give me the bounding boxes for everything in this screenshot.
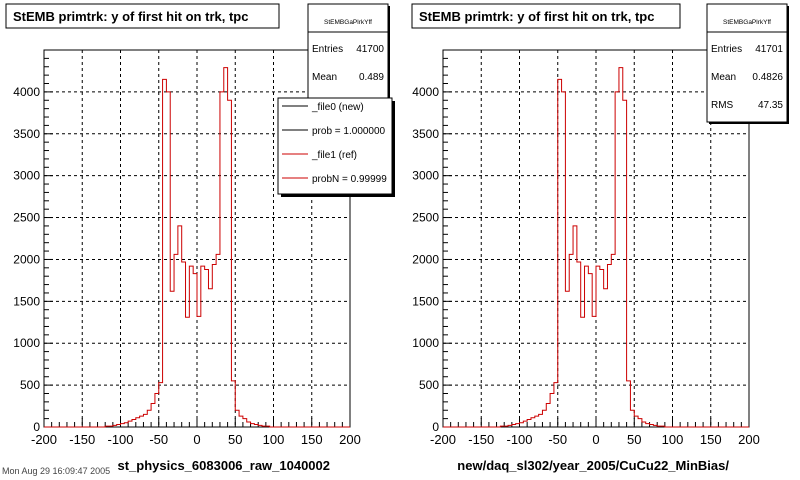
x-tick-label: -150 bbox=[468, 432, 494, 447]
stats-name: StEMBGaPlrkYff bbox=[723, 19, 771, 26]
x-tick-label: 150 bbox=[301, 432, 323, 447]
title-box bbox=[411, 3, 681, 29]
stats-row-label: Mean bbox=[711, 72, 736, 83]
stats-row-value: 47.35 bbox=[758, 100, 783, 111]
y-tick-label: 500 bbox=[419, 378, 439, 392]
stats-row-value: 41701 bbox=[755, 44, 783, 55]
x-tick-label: 0 bbox=[592, 432, 599, 447]
x-tick-label: 200 bbox=[738, 432, 760, 447]
x-tick-label: 50 bbox=[228, 432, 242, 447]
chart-panel-2: -200 -150 -100 -50 0 50 100 150 2000500100015002… bbox=[411, 3, 789, 473]
timestamp-footer: Mon Aug 29 16:09:47 2005 bbox=[2, 466, 111, 476]
x-tick-label: 50 bbox=[627, 432, 641, 447]
x-tick-label: -100 bbox=[506, 432, 532, 447]
y-tick-label: 1500 bbox=[13, 294, 40, 308]
x-axis-label: st_physics_6083006_raw_1040002 bbox=[117, 458, 330, 473]
x-tick-label: -50 bbox=[149, 432, 168, 447]
y-tick-label: 500 bbox=[20, 378, 40, 392]
stats-row-value: 0.489 bbox=[359, 72, 384, 83]
x-tick-label: -200 bbox=[31, 432, 57, 447]
y-tick-label: 4000 bbox=[412, 85, 439, 99]
legend-label: _file1 (ref) bbox=[311, 150, 357, 161]
x-tick-label: -100 bbox=[107, 432, 133, 447]
chart-panel-1: -200 -150 -100 -50 0 50 100 150 2000500100015002… bbox=[5, 3, 395, 473]
chart-title: StEMB primtrk: y of first hit on trk, tp… bbox=[13, 9, 248, 24]
y-tick-label: 2500 bbox=[13, 211, 40, 225]
legend-label: prob = 1.000000 bbox=[312, 126, 386, 137]
x-tick-label: 0 bbox=[193, 432, 200, 447]
y-tick-label: 1000 bbox=[13, 336, 40, 350]
histogram-series bbox=[44, 67, 350, 428]
y-tick-label: 2000 bbox=[412, 252, 439, 266]
y-tick-label: 2500 bbox=[412, 211, 439, 225]
legend-label: probN = 0.99999 bbox=[312, 174, 387, 185]
stats-row-value: 41700 bbox=[356, 44, 384, 55]
stats-box bbox=[706, 3, 788, 123]
x-tick-label: -50 bbox=[548, 432, 567, 447]
y-tick-label: 4000 bbox=[13, 85, 40, 99]
y-tick-label: 1500 bbox=[412, 294, 439, 308]
chart-title: StEMB primtrk: y of first hit on trk, tp… bbox=[419, 9, 654, 24]
y-tick-label: 3000 bbox=[13, 169, 40, 183]
x-tick-label: 100 bbox=[263, 432, 285, 447]
y-tick-label: 3000 bbox=[412, 169, 439, 183]
stats-row-label: Entries bbox=[312, 44, 343, 55]
stats-row-value: 0.4826 bbox=[752, 72, 783, 83]
y-tick-label: 0 bbox=[33, 420, 40, 434]
stats-row-label: Entries bbox=[711, 44, 742, 55]
title-box bbox=[5, 3, 280, 29]
x-tick-label: 150 bbox=[700, 432, 722, 447]
x-axis-label: new/daq_sl302/year_2005/CuCu22_MinBias/ bbox=[457, 458, 729, 473]
y-tick-label: 3500 bbox=[13, 127, 40, 141]
histogram-series bbox=[443, 67, 749, 428]
y-tick-label: 2000 bbox=[13, 252, 40, 266]
x-tick-label: -150 bbox=[69, 432, 95, 447]
stats-row-label: Mean bbox=[312, 72, 337, 83]
legend-label: _file0 (new) bbox=[311, 102, 364, 113]
x-tick-label: -200 bbox=[430, 432, 456, 447]
y-tick-label: 0 bbox=[432, 420, 439, 434]
stats-row-label: RMS bbox=[711, 100, 734, 111]
x-tick-label: 100 bbox=[662, 432, 684, 447]
legend-box bbox=[277, 97, 393, 195]
stats-name: StEMBGaPlrkYff bbox=[324, 19, 372, 26]
y-tick-label: 1000 bbox=[412, 336, 439, 350]
y-tick-label: 3500 bbox=[412, 127, 439, 141]
x-tick-label: 200 bbox=[339, 432, 361, 447]
